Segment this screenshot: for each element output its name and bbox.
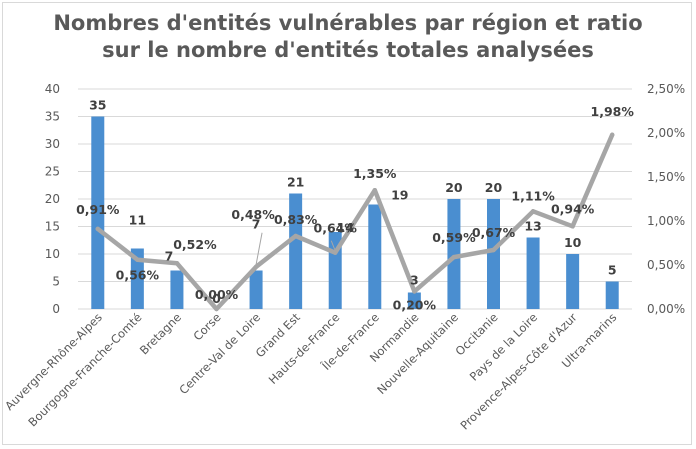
bar bbox=[566, 254, 580, 309]
bar bbox=[368, 204, 382, 309]
line-point bbox=[412, 289, 417, 294]
line-point bbox=[451, 254, 457, 260]
bar-value-label: 5 bbox=[608, 263, 617, 278]
y-left-tick-label: 0 bbox=[52, 302, 60, 316]
line-point bbox=[570, 224, 575, 229]
y-left-tick-label: 15 bbox=[45, 220, 60, 234]
line-point bbox=[174, 261, 180, 266]
ratio-value-label: 0,94% bbox=[551, 201, 595, 216]
bar-value-label: 13 bbox=[524, 219, 541, 234]
line-point bbox=[293, 233, 298, 239]
ratio-value-label: 0,00% bbox=[195, 287, 239, 302]
y-left-tick-label: 25 bbox=[45, 165, 60, 179]
bar bbox=[170, 270, 184, 309]
y-left-tick-label: 40 bbox=[45, 82, 60, 96]
line-point bbox=[491, 247, 496, 253]
ratio-value-label: 0,56% bbox=[116, 268, 160, 283]
category-label: Corse bbox=[190, 310, 223, 343]
label-leader-line bbox=[255, 232, 263, 265]
line-point bbox=[95, 226, 100, 232]
y-right-tick-label: 1,00% bbox=[647, 214, 685, 228]
line-point bbox=[333, 250, 338, 255]
bar-value-label: 35 bbox=[89, 98, 106, 113]
y-right-tick-label: 2,50% bbox=[647, 82, 685, 96]
bar bbox=[526, 237, 540, 309]
line-series bbox=[95, 132, 615, 312]
bar-value-label: 14 bbox=[337, 220, 355, 235]
y-left-tick-label: 10 bbox=[45, 247, 60, 261]
axes: 05101520253035400,00%0,50%1,00%1,50%2,00… bbox=[2, 82, 685, 433]
y-left-tick-label: 5 bbox=[52, 275, 60, 289]
bar-value-label: 20 bbox=[445, 180, 463, 195]
bar-value-label: 0 bbox=[212, 291, 221, 306]
y-right-tick-label: 1,50% bbox=[647, 170, 685, 184]
chart-title-line-1: Nombres d'entités vulnérables par région… bbox=[53, 11, 643, 35]
line-point bbox=[253, 264, 259, 269]
bar bbox=[447, 199, 461, 309]
y-right-tick-label: 2,00% bbox=[647, 126, 685, 140]
bar bbox=[130, 248, 144, 309]
y-left-tick-label: 30 bbox=[45, 137, 60, 151]
line-point bbox=[610, 132, 615, 137]
bar bbox=[249, 270, 263, 309]
bar bbox=[91, 116, 105, 309]
chart-title: Nombres d'entités vulnérables par région… bbox=[0, 10, 696, 64]
bar-series bbox=[91, 116, 619, 309]
ratio-value-label: 0,59% bbox=[432, 230, 476, 245]
bar bbox=[289, 193, 303, 309]
line-point bbox=[214, 306, 219, 312]
bar-value-label: 7 bbox=[252, 217, 261, 232]
gridlines bbox=[78, 88, 632, 310]
category-label: Bretagne bbox=[137, 310, 184, 357]
ratio-value-label: 0,67% bbox=[472, 225, 516, 240]
bar bbox=[605, 281, 619, 309]
label-leader-line bbox=[330, 240, 336, 251]
ratio-value-label: 0,83% bbox=[274, 212, 318, 227]
line-point bbox=[135, 257, 140, 262]
ratio-value-label: 0,52% bbox=[173, 237, 217, 252]
y-right-tick-label: 0,00% bbox=[647, 302, 685, 316]
y-left-tick-label: 35 bbox=[45, 110, 60, 124]
ratio-line bbox=[95, 132, 615, 312]
bar-value-label: 3 bbox=[410, 273, 419, 288]
line-point bbox=[530, 209, 536, 214]
chart-title-line-2: sur le nombre d'entités totales analysée… bbox=[102, 38, 594, 62]
ratio-value-label: 1,98% bbox=[591, 104, 635, 119]
ratio-value-label: 0,20% bbox=[393, 297, 437, 312]
bar-value-label: 19 bbox=[391, 188, 408, 203]
category-label: Hauts-de-France bbox=[266, 310, 343, 387]
bar-value-label: 11 bbox=[129, 213, 146, 228]
ratio-value-label: 0,91% bbox=[76, 202, 120, 217]
line-point bbox=[372, 188, 377, 193]
bar bbox=[407, 292, 421, 309]
bar bbox=[487, 199, 500, 309]
ratio-value-label: 0,48% bbox=[231, 207, 275, 222]
category-label: Pays de la Loire bbox=[467, 310, 540, 383]
data-labels: 35 11 7 0 7 21 14 19 3 20 20 13 10 5 0,91% 0,56% 0,52% 0,… bbox=[76, 98, 634, 313]
chart-frame bbox=[2, 2, 692, 445]
bar-value-label: 7 bbox=[165, 249, 174, 264]
ratio-value-label: 1,11% bbox=[511, 188, 555, 203]
bar-value-label: 20 bbox=[485, 180, 503, 195]
ratio-value-label: 1,35% bbox=[353, 166, 397, 181]
bar-value-label: 21 bbox=[287, 175, 304, 190]
y-left-tick-label: 20 bbox=[45, 192, 60, 206]
ratio-value-label: 0,64% bbox=[314, 221, 358, 236]
bar-value-label: 10 bbox=[564, 235, 582, 250]
y-right-tick-label: 0,50% bbox=[647, 258, 685, 272]
